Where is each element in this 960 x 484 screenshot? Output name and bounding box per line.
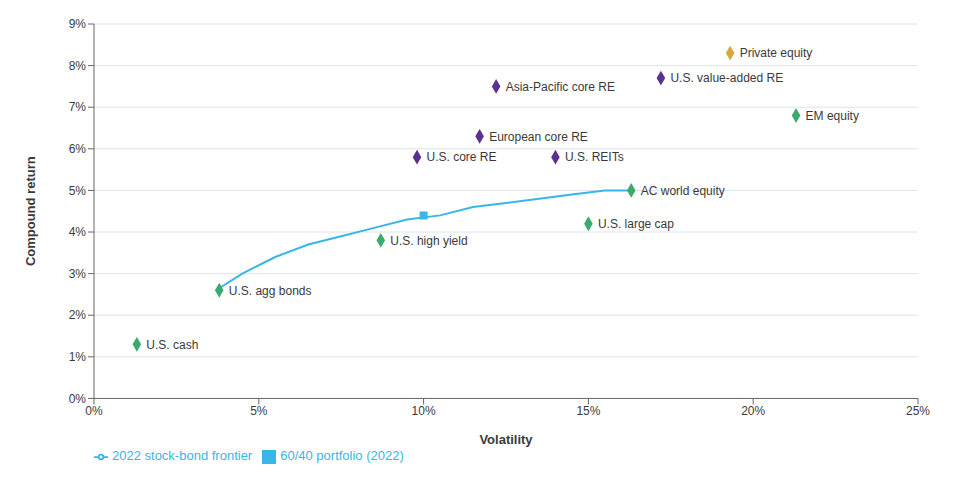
svg-text:25%: 25% [906,404,930,418]
svg-text:5%: 5% [69,184,87,198]
svg-text:U.S. REITs: U.S. REITs [565,150,624,164]
svg-text:Asia-Pacific core RE: Asia-Pacific core RE [506,80,615,94]
svg-text:8%: 8% [69,59,87,73]
svg-text:6%: 6% [69,142,87,156]
svg-text:4%: 4% [69,225,87,239]
html-text:2022 stock-bond frontier: 2022 stock-bond frontier [112,448,253,464]
svg-text:U.S. cash: U.S. cash [146,338,198,352]
svg-text:European core RE: European core RE [489,130,588,144]
svg-text:20%: 20% [741,404,765,418]
html-text:60/40 portfolio (2022): 60/40 portfolio (2022) [280,448,404,464]
svg-text:1%: 1% [69,350,87,364]
svg-text:Compound return: Compound return [23,156,38,266]
svg-text:U.S. high yield: U.S. high yield [390,234,467,248]
svg-text:U.S. agg bonds: U.S. agg bonds [229,284,312,298]
svg-text:EM equity: EM equity [806,109,859,123]
svg-text:Private equity: Private equity [740,46,813,60]
svg-text:2%: 2% [69,308,87,322]
svg-text:AC world equity: AC world equity [641,184,725,198]
svg-text:Volatility: Volatility [479,432,533,447]
svg-text:10%: 10% [412,404,436,418]
svg-text:U.S. value-added RE: U.S. value-added RE [670,71,783,85]
svg-text:15%: 15% [576,404,600,418]
svg-text:3%: 3% [69,267,87,281]
svg-text:0%: 0% [85,404,103,418]
svg-text:7%: 7% [69,100,87,114]
svg-text:0%: 0% [69,392,87,406]
svg-text:U.S. core RE: U.S. core RE [427,150,497,164]
svg-text:5%: 5% [250,404,268,418]
svg-text:U.S. large cap: U.S. large cap [598,217,674,231]
svg-text:9%: 9% [69,17,87,31]
